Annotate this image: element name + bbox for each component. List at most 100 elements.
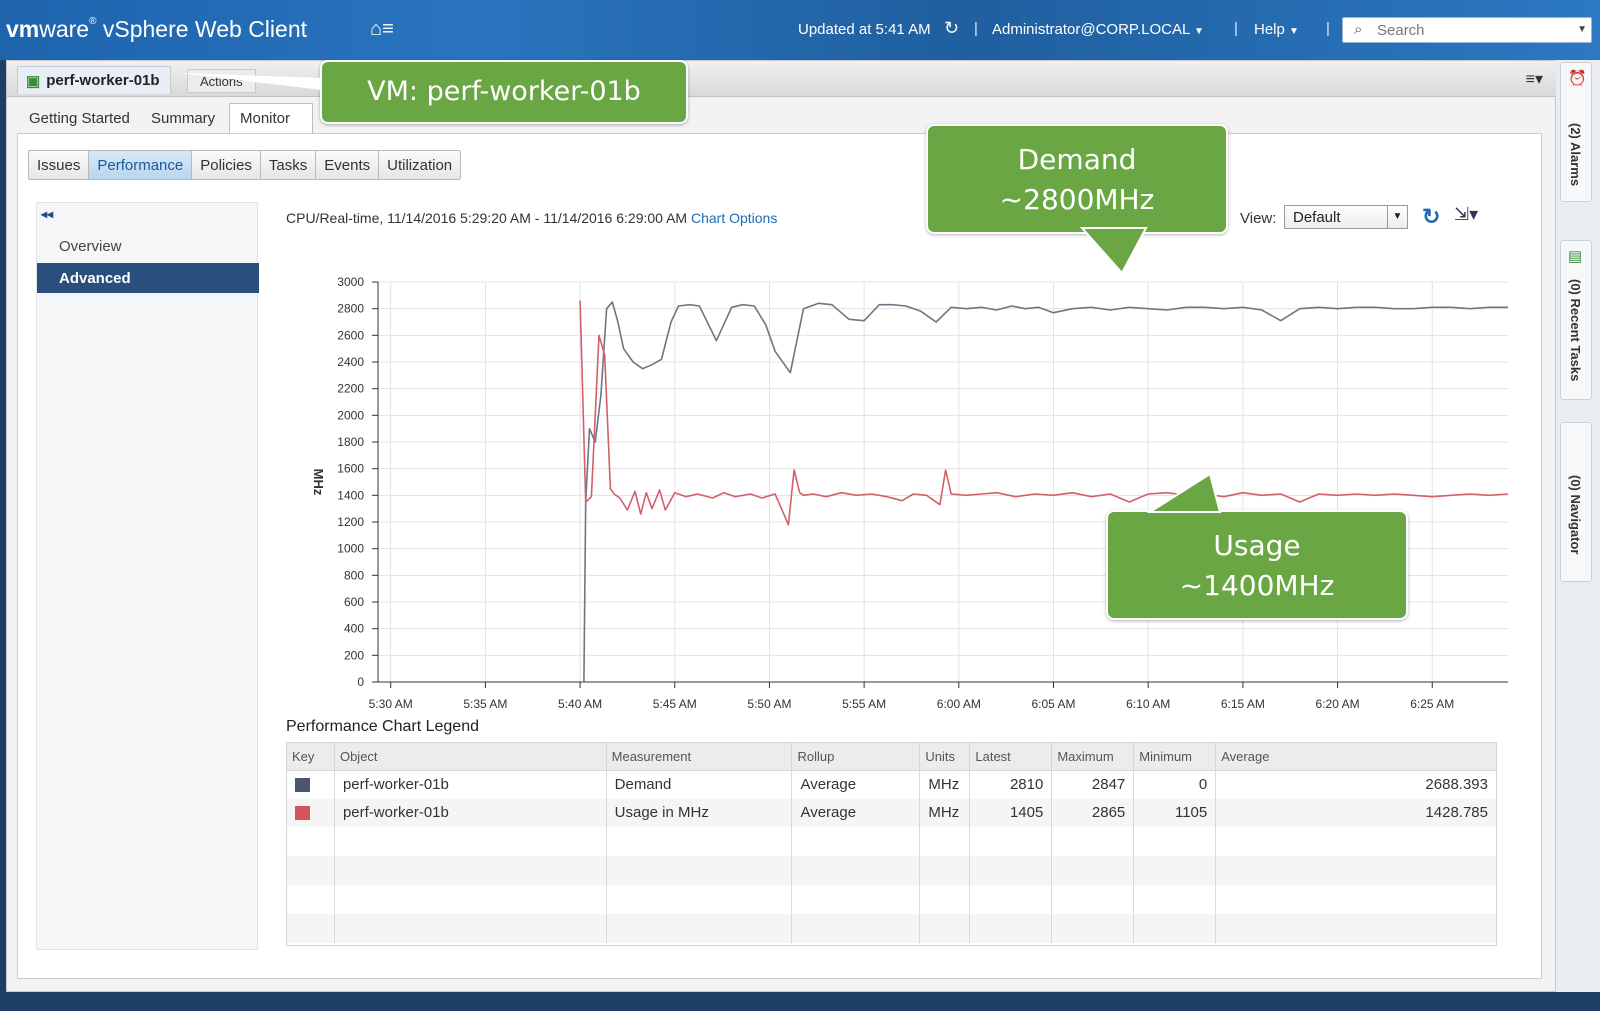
search-dropdown-icon[interactable]: ▼ [1577, 24, 1587, 35]
col-measurement[interactable]: Measurement [605, 742, 793, 771]
y-tick-label: 0 [357, 675, 364, 689]
subtab-performance[interactable]: Performance [89, 151, 193, 179]
x-tick-label: 6:05 AM [1031, 697, 1075, 710]
help-menu[interactable]: Help ▼ [1254, 21, 1299, 38]
search-box[interactable]: ⌕ ▼ [1342, 17, 1592, 43]
table-row[interactable]: perf-worker-01b Demand Average MHz 2810 … [286, 770, 1497, 799]
refresh-icon[interactable]: ↻ [1422, 204, 1441, 229]
x-tick-label: 5:45 AM [653, 697, 697, 710]
header-separator: | [1326, 20, 1330, 37]
recent-tasks-label: (0) Recent Tasks [1568, 279, 1583, 382]
alarm-clock-icon: ⏰ [1568, 70, 1587, 87]
legend-header-row: Key Object Measurement Rollup Units Late… [286, 742, 1497, 771]
table-row[interactable]: perf-worker-01b Usage in MHz Average MHz… [286, 798, 1497, 827]
col-units[interactable]: Units [919, 742, 971, 771]
subtab-utilization[interactable]: Utilization [387, 156, 453, 174]
callout-demand-title: Demand [1017, 143, 1137, 176]
logo-ware: ware [39, 16, 90, 42]
chart-range-label: CPU/Real-time, 11/14/2016 5:29:20 AM - 1… [286, 210, 688, 226]
chevron-down-icon: ▼ [1193, 26, 1204, 37]
legend-latest: 2810 [969, 770, 1053, 799]
export-icon[interactable]: ⇲▾ [1454, 204, 1479, 224]
subtab-tasks[interactable]: Tasks [261, 151, 317, 179]
alarms-label: (2) Alarms [1568, 123, 1583, 187]
legend-key-cell [286, 798, 335, 827]
monitor-panel: Issues Performance Policies Tasks Events… [17, 133, 1542, 979]
y-tick-label: 3000 [337, 275, 364, 289]
tab-getting-started[interactable]: Getting Started [29, 109, 130, 127]
x-tick-label: 6:25 AM [1410, 697, 1454, 710]
top-header: vmware® vSphere Web Client ⌂≡ Updated at… [0, 0, 1600, 60]
search-icon: ⌕ [1354, 21, 1363, 38]
col-minimum[interactable]: Minimum [1133, 742, 1217, 771]
series-swatch [295, 806, 310, 821]
col-latest[interactable]: Latest [969, 742, 1053, 771]
x-tick-label: 6:15 AM [1221, 697, 1265, 710]
object-name: perf-worker-01b [46, 72, 160, 89]
x-tick-label: 5:40 AM [558, 697, 602, 710]
callout-usage-title: Usage [1213, 529, 1301, 562]
y-tick-label: 1000 [337, 542, 364, 556]
chevron-down-icon: ▼ [1289, 26, 1299, 37]
user-menu[interactable]: Administrator@CORP.LOCAL ▼ [992, 21, 1204, 38]
legend-average: 2688.393 [1215, 770, 1497, 799]
leftnav-advanced[interactable]: Advanced [37, 263, 259, 293]
sub-tabs: Issues Performance Policies Tasks Events… [28, 150, 462, 180]
subtab-events[interactable]: Events [316, 151, 380, 179]
y-tick-label: 2600 [337, 328, 364, 342]
vmware-logo: vmware® vSphere Web Client [6, 16, 307, 42]
vm-icon: ▣ [26, 72, 41, 90]
subtab-policies[interactable]: Policies [192, 151, 261, 179]
y-axis-label: MHz [311, 469, 326, 496]
series-line-demand [583, 301, 1508, 683]
collapse-icon[interactable]: ◂◂ [41, 207, 54, 221]
series-line-usage [579, 300, 1509, 526]
user-name: Administrator@CORP.LOCAL [992, 21, 1190, 38]
legend-key-cell [286, 770, 335, 799]
leftnav-overview[interactable]: Overview [59, 237, 122, 255]
table-row-empty [286, 826, 1497, 856]
view-select-value: Default [1293, 209, 1341, 226]
y-tick-label: 1400 [337, 488, 364, 502]
y-tick-label: 1800 [337, 435, 364, 449]
tab-monitor[interactable]: Monitor [229, 103, 313, 133]
y-tick-label: 400 [344, 622, 364, 636]
search-input[interactable] [1377, 21, 1567, 39]
y-tick-label: 2800 [337, 302, 364, 316]
list-menu-icon[interactable]: ≡▾ [1525, 71, 1543, 88]
navigator-panel[interactable]: (0) Navigator [1560, 422, 1592, 582]
col-maximum[interactable]: Maximum [1051, 742, 1135, 771]
updated-label: Updated at 5:41 AM [798, 21, 931, 38]
view-select[interactable]: Default ▼ [1284, 205, 1408, 229]
home-menu-icon[interactable]: ⌂≡ [370, 18, 394, 40]
alarms-panel[interactable]: ⏰ (2) Alarms [1560, 62, 1592, 202]
legend-measurement: Demand [605, 770, 793, 799]
col-average[interactable]: Average [1215, 742, 1497, 771]
chart-options-link[interactable]: Chart Options [690, 210, 778, 226]
app-title: vSphere Web Client [102, 16, 307, 42]
object-tab[interactable]: ▣ perf-worker-01b [17, 66, 171, 94]
legend-rollup: Average [791, 770, 921, 799]
col-key[interactable]: Key [286, 742, 335, 771]
y-tick-label: 200 [344, 648, 364, 662]
legend-object: perf-worker-01b [333, 798, 607, 827]
x-tick-label: 6:20 AM [1316, 697, 1360, 710]
legend-units: MHz [919, 798, 971, 827]
y-tick-label: 2000 [337, 408, 364, 422]
y-tick-label: 1200 [337, 515, 364, 529]
actions-button[interactable]: Actions [187, 69, 256, 93]
legend-maximum: 2847 [1051, 770, 1135, 799]
legend-minimum: 0 [1133, 770, 1217, 799]
legend-maximum: 2865 [1051, 798, 1135, 827]
recent-tasks-panel[interactable]: ▤ (0) Recent Tasks [1560, 240, 1592, 400]
col-rollup[interactable]: Rollup [791, 742, 921, 771]
x-tick-label: 6:10 AM [1126, 697, 1170, 710]
col-object[interactable]: Object [333, 742, 607, 771]
tab-summary[interactable]: Summary [151, 109, 216, 127]
subtab-issues[interactable]: Issues [29, 151, 90, 179]
refresh-status-icon[interactable]: ↻ [944, 18, 960, 38]
legend-units: MHz [919, 770, 971, 799]
callout-usage: Usage ~1400MHz [1106, 510, 1408, 620]
legend-object: perf-worker-01b [333, 770, 607, 799]
